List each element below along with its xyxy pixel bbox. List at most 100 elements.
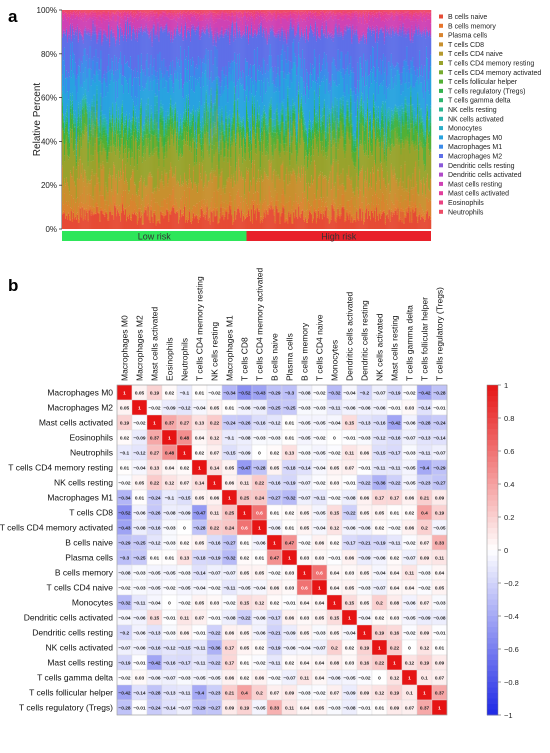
bar-segment xyxy=(110,19,112,31)
bar-segment xyxy=(148,76,150,91)
bar-segment xyxy=(139,217,141,229)
bar-segment xyxy=(170,116,172,125)
bar-segment xyxy=(142,146,144,154)
bar-segment xyxy=(216,90,218,95)
bar-segment xyxy=(220,155,222,158)
bar-segment xyxy=(65,27,68,30)
bar-segment xyxy=(89,140,91,145)
bar-segment xyxy=(215,125,217,130)
bar-segment xyxy=(62,213,65,229)
bar-segment xyxy=(81,36,83,41)
bar-segment xyxy=(174,107,176,110)
bar-segment xyxy=(104,148,106,151)
bar-segment xyxy=(183,145,185,184)
bar-segment xyxy=(187,210,190,218)
bar-segment xyxy=(224,29,226,33)
bar-segment xyxy=(188,32,191,81)
bar-segment xyxy=(222,37,224,67)
bar-segment xyxy=(85,79,87,96)
bar-segment xyxy=(204,70,206,118)
bar-segment xyxy=(188,19,191,28)
bar-segment xyxy=(144,153,146,161)
bar-segment xyxy=(166,70,168,82)
bar-segment xyxy=(148,211,150,217)
bar-segment xyxy=(165,198,167,215)
bar-segment xyxy=(99,125,101,132)
bar-segment xyxy=(183,139,185,146)
bar-segment xyxy=(200,32,202,37)
bar-segment xyxy=(176,30,178,58)
bar-segment xyxy=(205,15,207,19)
bar-segment xyxy=(85,127,87,133)
bar-segment xyxy=(120,168,122,172)
bar-segment xyxy=(75,78,78,101)
bar-segment xyxy=(165,214,167,216)
bar-segment xyxy=(168,18,170,30)
bar-segment xyxy=(68,90,71,124)
bar-segment xyxy=(67,130,70,134)
bar-segment xyxy=(169,31,171,34)
bar-segment xyxy=(121,121,123,126)
bar-segment xyxy=(142,125,144,131)
bar-segment xyxy=(95,112,97,118)
bar-segment xyxy=(192,17,195,25)
bar-segment xyxy=(180,32,182,34)
bar-segment xyxy=(70,77,73,102)
bar-segment xyxy=(113,36,115,75)
bar-segment xyxy=(139,178,141,181)
bar-segment xyxy=(180,178,182,199)
bar-segment xyxy=(139,180,141,209)
bar-segment xyxy=(185,121,187,128)
bar-segment xyxy=(81,193,83,207)
bar-segment xyxy=(198,201,201,217)
bar-segment xyxy=(123,183,126,209)
bar-segment xyxy=(78,28,80,31)
bar-segment xyxy=(226,211,228,229)
bar-segment xyxy=(149,130,151,134)
bar-segment xyxy=(203,185,205,200)
bar-segment xyxy=(65,29,68,71)
bar-segment xyxy=(105,132,107,136)
bar-segment xyxy=(153,24,155,26)
bar-segment xyxy=(155,124,157,130)
bar-segment xyxy=(97,34,99,38)
bar-segment xyxy=(213,156,215,175)
bar-segment xyxy=(210,50,212,72)
bar-segment xyxy=(142,28,144,31)
bar-segment xyxy=(115,118,117,122)
bar-segment xyxy=(76,179,78,198)
bar-segment xyxy=(83,209,85,229)
bar-segment xyxy=(121,16,123,20)
bar-segment xyxy=(104,121,106,127)
bar-segment xyxy=(80,32,82,35)
bar-segment xyxy=(218,188,220,217)
bar-segment xyxy=(209,17,211,23)
bar-segment xyxy=(148,155,150,158)
bar-segment xyxy=(100,115,102,121)
bar-segment xyxy=(196,12,199,14)
bar-segment xyxy=(149,119,151,125)
bar-segment xyxy=(147,138,149,144)
bar-segment xyxy=(199,147,201,174)
bar-segment xyxy=(123,20,125,35)
bar-segment xyxy=(193,26,196,30)
bar-segment xyxy=(101,170,103,196)
bar-segment xyxy=(112,113,114,116)
bar-segment xyxy=(170,95,172,99)
bar-segment xyxy=(187,179,190,184)
bar-segment xyxy=(111,58,113,74)
bar-segment xyxy=(108,21,110,25)
bar-segment xyxy=(130,10,133,12)
bar-segment xyxy=(210,123,212,129)
bar-segment xyxy=(136,164,139,171)
bar-segment xyxy=(101,123,103,125)
bar-segment xyxy=(110,12,112,16)
bar-segment xyxy=(204,126,206,130)
bar-segment xyxy=(186,27,189,30)
bar-segment xyxy=(182,121,184,129)
bar-segment xyxy=(105,152,107,183)
bar-segment xyxy=(193,215,196,219)
bar-segment xyxy=(220,172,222,176)
bar-segment xyxy=(86,112,88,114)
bar-segment xyxy=(198,108,201,112)
